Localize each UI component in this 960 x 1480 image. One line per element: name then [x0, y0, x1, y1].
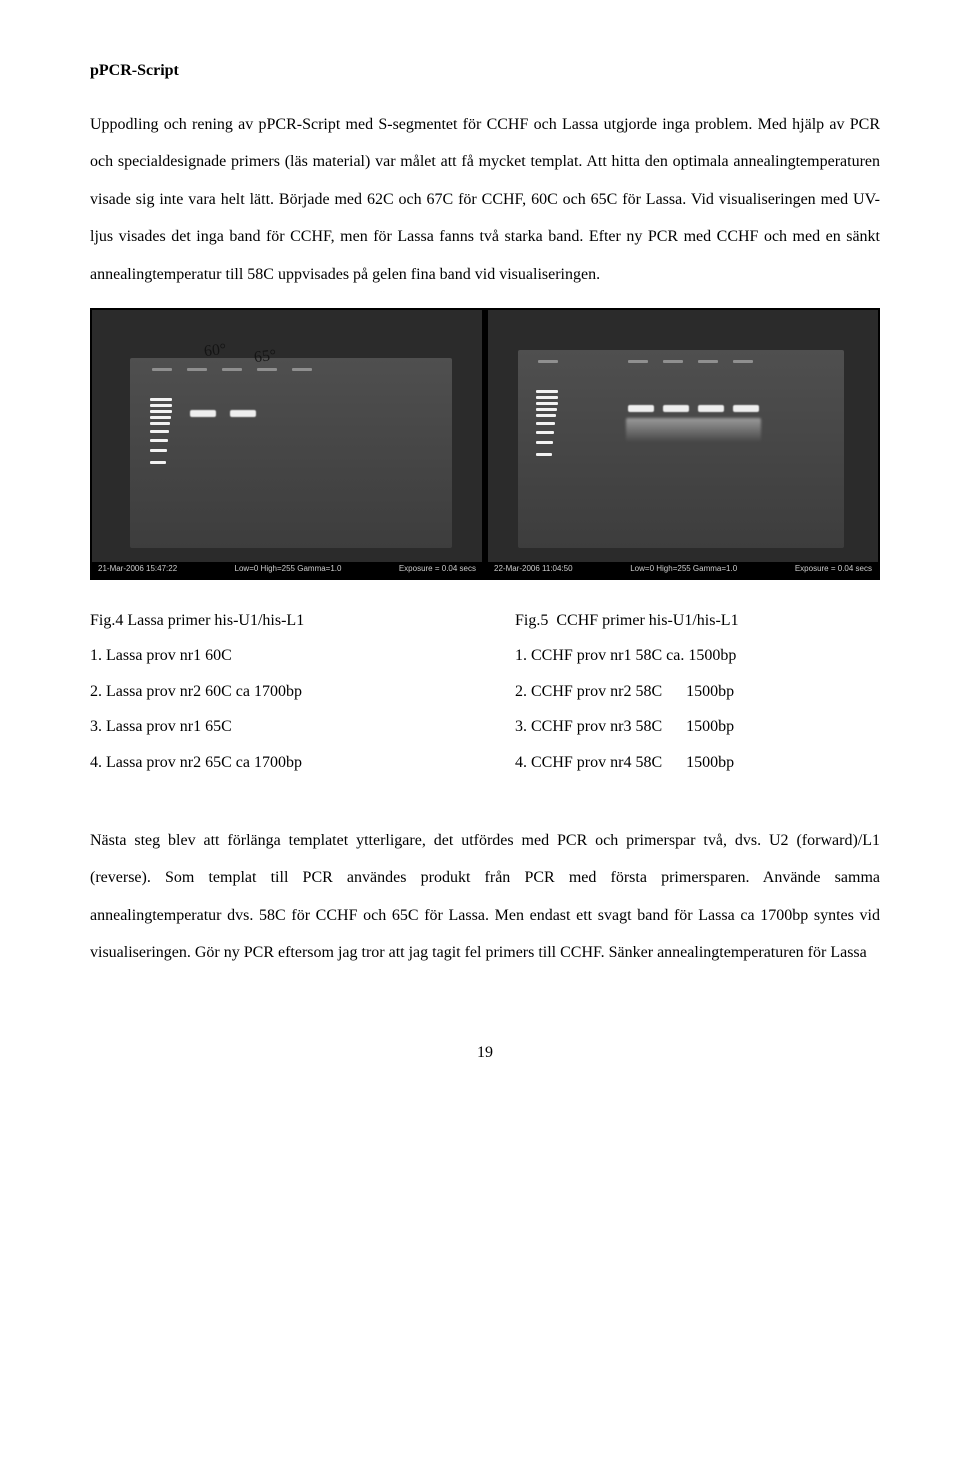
fig5-row: 1. CCHF prov nr1 58C ca. 1500bp [515, 645, 880, 667]
page-number: 19 [90, 1042, 880, 1064]
gel-image-right: 22-Mar-2006 11:04:50 Low=0 High=255 Gamm… [488, 310, 878, 578]
exposure: Exposure = 0.04 secs [795, 564, 872, 575]
paragraph-2: Nästa steg blev att förlänga templatet y… [90, 822, 880, 972]
right-caption-column: Fig.5 CCHF primer his-U1/his-L1 1. CCHF … [515, 610, 880, 788]
gel-band [698, 405, 724, 412]
fig4-title: Fig.4 Lassa primer his-U1/his-L1 [90, 610, 455, 632]
gel-well [222, 368, 242, 371]
section-heading: pPCR-Script [90, 60, 880, 82]
image-info-strip: 22-Mar-2006 11:04:50 Low=0 High=255 Gamm… [488, 562, 878, 578]
settings: Low=0 High=255 Gamma=1.0 [235, 564, 342, 575]
gel-area [518, 350, 844, 548]
fig5-title: Fig.5 CCHF primer his-U1/his-L1 [515, 610, 880, 632]
left-caption-column: Fig.4 Lassa primer his-U1/his-L1 1. Lass… [90, 610, 455, 788]
gel-band [230, 410, 256, 417]
fig5-row: 4. CCHF prov nr4 58C 1500bp [515, 752, 880, 774]
timestamp: 21-Mar-2006 15:47:22 [98, 564, 177, 575]
settings: Low=0 High=255 Gamma=1.0 [630, 564, 737, 575]
annotation-60: 60° [203, 338, 228, 362]
gel-area [130, 358, 452, 548]
gel-band [190, 410, 216, 417]
gel-well [152, 368, 172, 371]
gel-well [733, 360, 753, 363]
fig4-row: 3. Lassa prov nr1 65C [90, 716, 455, 738]
annotation-65: 65° [253, 344, 278, 368]
image-info-strip: 21-Mar-2006 15:47:22 Low=0 High=255 Gamm… [92, 562, 482, 578]
dna-ladder [150, 398, 172, 467]
fig5-row: 2. CCHF prov nr2 58C 1500bp [515, 681, 880, 703]
gel-band [628, 405, 654, 412]
gel-smear [626, 418, 761, 442]
gel-image-left: 60° 65° 21-Mar-2006 15:47:22 Low=0 High=… [92, 310, 482, 578]
figure-caption-columns: Fig.4 Lassa primer his-U1/his-L1 1. Lass… [90, 610, 880, 788]
fig4-row: 4. Lassa prov nr2 65C ca 1700bp [90, 752, 455, 774]
gel-well [698, 360, 718, 363]
gel-well [292, 368, 312, 371]
timestamp: 22-Mar-2006 11:04:50 [494, 564, 573, 575]
fig4-row: 2. Lassa prov nr2 60C ca 1700bp [90, 681, 455, 703]
gel-well [187, 368, 207, 371]
gel-image-row: 60° 65° 21-Mar-2006 15:47:22 Low=0 High=… [90, 308, 880, 580]
dna-ladder [536, 390, 558, 459]
gel-band [733, 405, 759, 412]
gel-well [538, 360, 558, 363]
exposure: Exposure = 0.04 secs [399, 564, 476, 575]
gel-band [663, 405, 689, 412]
gel-well [628, 360, 648, 363]
paragraph-1: Uppodling och rening av pPCR-Script med … [90, 106, 880, 294]
gel-well [663, 360, 683, 363]
fig5-row: 3. CCHF prov nr3 58C 1500bp [515, 716, 880, 738]
fig4-row: 1. Lassa prov nr1 60C [90, 645, 455, 667]
